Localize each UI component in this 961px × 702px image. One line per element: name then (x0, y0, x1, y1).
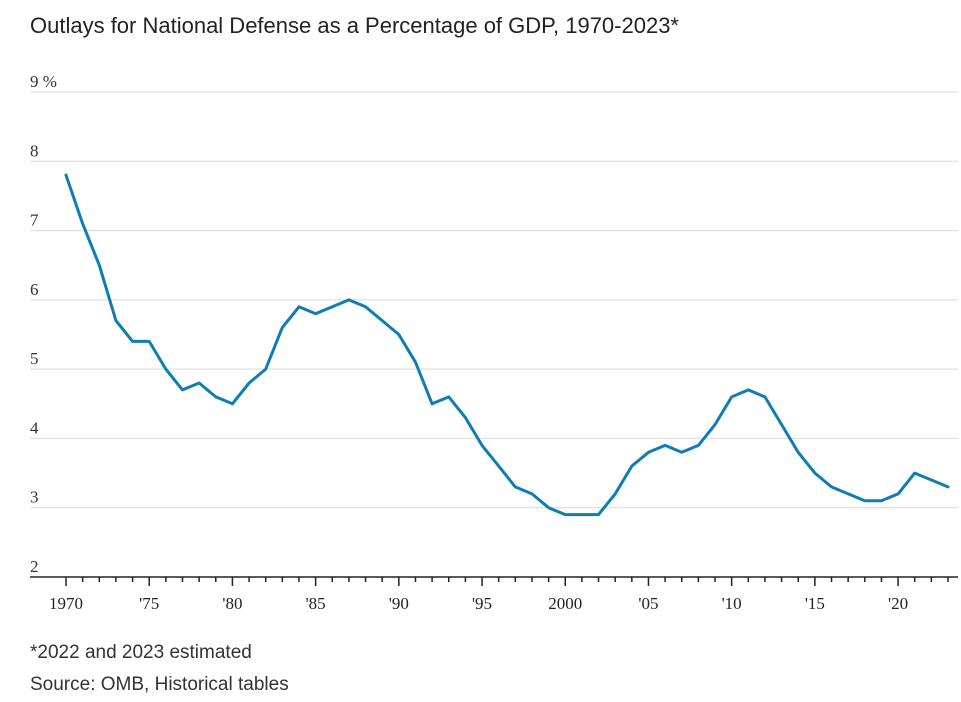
data-point (796, 450, 800, 454)
data-point (563, 513, 567, 517)
data-point (646, 450, 650, 454)
data-point (846, 492, 850, 496)
data-point (197, 381, 201, 385)
data-point (81, 222, 85, 226)
data-point (330, 305, 334, 309)
y-tick-label: 8 (30, 141, 39, 160)
data-point (164, 367, 168, 371)
data-point (347, 298, 351, 302)
data-point (613, 492, 617, 496)
data-point (730, 395, 734, 399)
series-line (64, 173, 950, 517)
x-tick-label: '10 (722, 594, 742, 613)
x-tick-label: '85 (306, 594, 326, 613)
data-point (763, 395, 767, 399)
data-point (380, 319, 384, 323)
x-tick-label: '15 (805, 594, 825, 613)
data-point (280, 326, 284, 330)
data-point (813, 471, 817, 475)
data-point (696, 443, 700, 447)
y-tick-label: 3 (30, 488, 39, 507)
data-point (547, 506, 551, 510)
data-point (929, 478, 933, 482)
y-tick-label: 9 % (30, 72, 57, 91)
data-point (863, 499, 867, 503)
data-point (946, 485, 950, 489)
gridlines (30, 91, 958, 509)
data-point (364, 305, 368, 309)
data-point (913, 471, 917, 475)
data-point (463, 416, 467, 420)
x-axis-labels: 1970 '75 '80 '85 '90 '95 2000 '05 '10 '15 '20 (49, 594, 908, 613)
data-point (314, 312, 318, 316)
y-axis-labels: 9 % 8 7 6 5 4 3 2 (30, 72, 57, 576)
data-point (430, 402, 434, 406)
x-tick-label: 2000 (548, 594, 582, 613)
data-point (513, 485, 517, 489)
data-point (480, 443, 484, 447)
x-tick-label: '90 (389, 594, 409, 613)
data-point (131, 339, 135, 343)
y-tick-label: 6 (30, 280, 39, 299)
x-tick-label: '75 (139, 594, 159, 613)
data-point (597, 513, 601, 517)
data-point (230, 402, 234, 406)
x-tick-label: '95 (472, 594, 492, 613)
data-point (663, 443, 667, 447)
data-point (447, 395, 451, 399)
data-point (413, 360, 417, 364)
data-point (780, 423, 784, 427)
data-point (713, 423, 717, 427)
data-point (180, 388, 184, 392)
x-axis (30, 576, 958, 586)
data-point (147, 339, 151, 343)
data-point (680, 450, 684, 454)
data-point (630, 464, 634, 468)
data-point (97, 263, 101, 267)
data-point (879, 499, 883, 503)
data-point (214, 395, 218, 399)
series-layer (64, 173, 950, 517)
line-chart: 9 % 8 7 6 5 4 3 2 1970 '75 '80 '85 '90 '95 2000 '05 '10… (30, 72, 958, 613)
data-point (297, 305, 301, 309)
y-tick-label: 2 (30, 557, 39, 576)
data-point (64, 173, 68, 177)
x-tick-label: '05 (638, 594, 658, 613)
data-point (896, 492, 900, 496)
data-point (497, 464, 501, 468)
chart-title: Outlays for National Defense as a Percen… (30, 13, 679, 38)
x-tick-label: '20 (888, 594, 908, 613)
data-point (830, 485, 834, 489)
data-point (580, 513, 584, 517)
y-tick-label: 4 (30, 418, 39, 437)
data-point (247, 381, 251, 385)
data-point (746, 388, 750, 392)
x-tick-label: 1970 (49, 594, 83, 613)
x-tick-label: '80 (222, 594, 242, 613)
data-point (397, 333, 401, 337)
source-note: Source: OMB, Historical tables (30, 674, 289, 695)
y-tick-label: 5 (30, 349, 39, 368)
data-point (530, 492, 534, 496)
y-tick-label: 7 (30, 211, 39, 230)
footnote: *2022 and 2023 estimated (30, 642, 252, 663)
data-point (114, 319, 118, 323)
data-point (264, 367, 268, 371)
